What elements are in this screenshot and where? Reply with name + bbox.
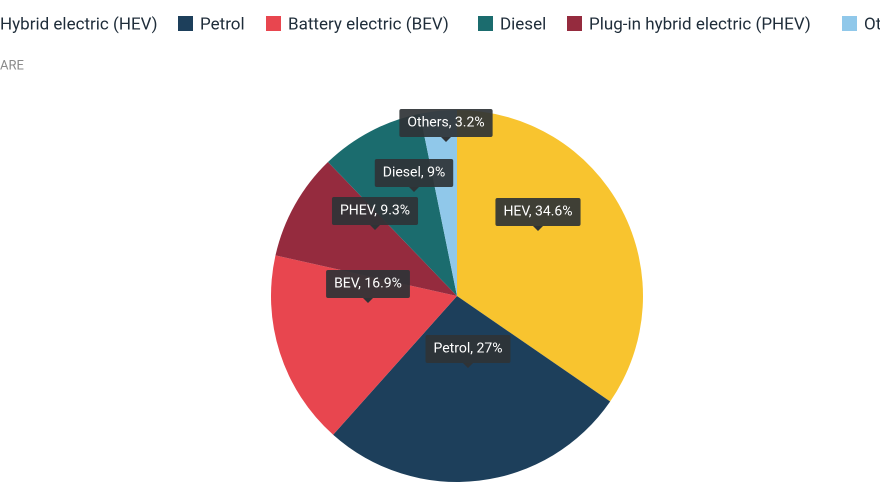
label-box	[495, 198, 581, 226]
data-label-text: PHEV, 9.3%	[340, 203, 410, 219]
data-label: HEV, 34.6%	[495, 198, 581, 231]
label-box	[399, 109, 493, 137]
legend-label: Petrol	[200, 14, 245, 34]
data-label-text: BEV, 16.9%	[334, 276, 402, 292]
legend-swatch	[266, 16, 281, 31]
label-box	[374, 159, 454, 187]
label-box	[425, 335, 511, 363]
legend-label: Others	[864, 14, 880, 34]
data-label: BEV, 16.9%	[326, 270, 410, 303]
data-label: Petrol, 27%	[425, 335, 511, 368]
legend-swatch	[567, 16, 582, 31]
pie-slice	[419, 110, 457, 296]
label-pointer	[463, 363, 473, 368]
label-pointer	[370, 225, 380, 230]
data-label-text: Diesel, 9%	[383, 165, 445, 181]
legend-swatch	[842, 16, 857, 31]
legend-label: Hybrid electric (HEV)	[0, 14, 158, 34]
data-label-text: Others, 3.2%	[407, 115, 484, 131]
label-pointer	[363, 298, 373, 303]
subtitle: ARE	[0, 58, 24, 73]
pie-slice	[275, 162, 457, 296]
label-box	[326, 270, 410, 298]
pie-slice	[457, 110, 644, 402]
legend-label: Battery electric (BEV)	[288, 14, 449, 34]
legend-label: Diesel	[500, 14, 546, 34]
label-pointer	[409, 187, 419, 192]
pie-slice	[333, 296, 611, 483]
data-label-text: HEV, 34.6%	[503, 204, 572, 220]
label-pointer	[533, 226, 543, 231]
legend-label: Plug-in hybrid electric (PHEV)	[589, 14, 811, 34]
legend-swatch	[478, 16, 493, 31]
data-label-text: Petrol, 27%	[434, 341, 503, 357]
data-label: Others, 3.2%	[399, 109, 493, 142]
label-pointer	[441, 137, 451, 142]
label-box	[331, 197, 419, 225]
data-label: PHEV, 9.3%	[331, 197, 419, 230]
pie-slice	[271, 255, 457, 435]
legend-swatch	[178, 16, 193, 31]
data-label: Diesel, 9%	[374, 159, 454, 192]
